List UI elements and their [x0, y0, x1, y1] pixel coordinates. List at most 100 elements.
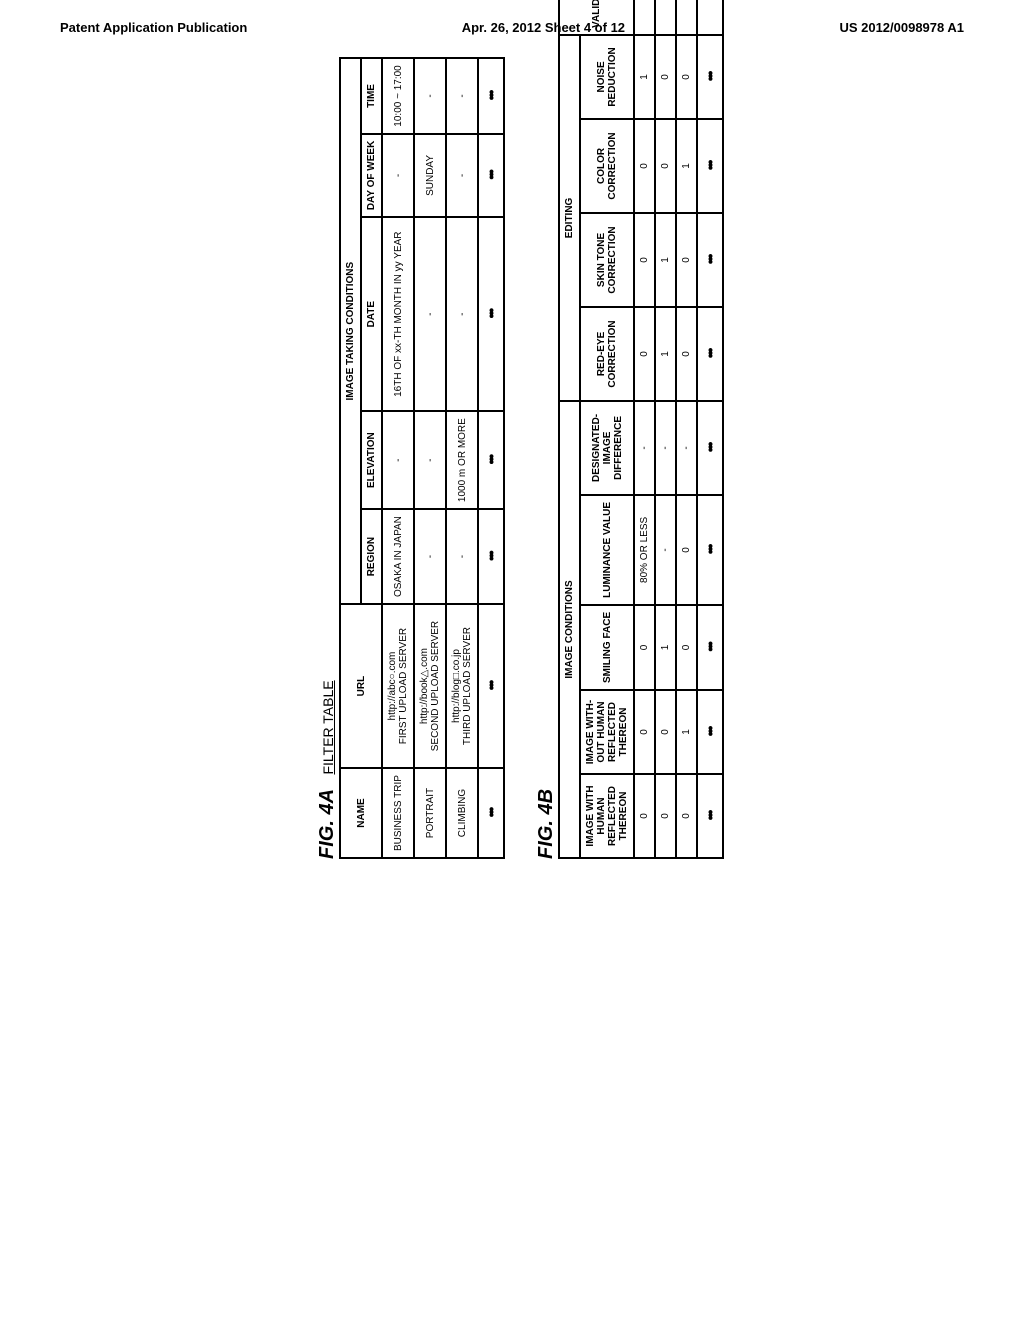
editing-table: IMAGE CONDITIONS EDITING VALID/ INVALID …	[558, 0, 724, 859]
table-subheader-row: IMAGE WITH HUMAN REFLECTED THEREON IMAGE…	[580, 0, 634, 858]
col-designated-img: DESIGNATED-IMAGE DIFFERENCE	[580, 401, 634, 495]
ellipsis-cell: •••	[478, 58, 504, 133]
cell: -	[446, 509, 478, 604]
fig-4b-label: FIG. 4B	[535, 789, 557, 859]
ellipsis-cell: •••	[697, 401, 723, 495]
ellipsis-cell: •••	[478, 411, 504, 509]
cell: 0	[676, 774, 697, 858]
col-skin-tone: SKIN TONE CORRECTION	[580, 213, 634, 307]
col-time: TIME	[361, 58, 382, 133]
cell: -	[655, 401, 676, 495]
cell: -	[414, 509, 446, 604]
col-color-correction: COLOR CORRECTION	[580, 119, 634, 213]
cell: 80% OR LESS	[634, 495, 655, 605]
table-row: 0 0 0 80% OR LESS - 0 0 0 1 1	[634, 0, 655, 858]
cell: 0	[634, 213, 655, 307]
ellipsis-cell: •••	[697, 690, 723, 774]
cell: -	[446, 217, 478, 411]
cell: PORTRAIT	[414, 768, 446, 858]
cell: http://blog□.co.jp THIRD UPLOAD SERVER	[446, 604, 478, 768]
cell: 0	[634, 307, 655, 401]
cell: 0	[634, 690, 655, 774]
cell: 0	[676, 605, 697, 690]
col-luminance: LUMINANCE VALUE	[580, 495, 634, 605]
cell: 0	[676, 307, 697, 401]
col-image-taking: IMAGE TAKING CONDITIONS	[340, 58, 361, 604]
header-right: US 2012/0098978 A1	[839, 20, 964, 35]
ellipsis-cell: •••	[697, 774, 723, 858]
ellipsis-cell: •••	[478, 768, 504, 858]
cell: -	[414, 411, 446, 509]
col-image-conditions: IMAGE CONDITIONS	[559, 401, 580, 858]
cell: -	[446, 134, 478, 217]
cell: -	[382, 134, 414, 217]
col-region: REGION	[361, 509, 382, 604]
filter-table-title: FILTER TABLE	[320, 680, 336, 774]
col-img-without-human: IMAGE WITH-OUT HUMAN REFLECTED THEREON	[580, 690, 634, 774]
col-valid-invalid: VALID/ INVALID	[559, 0, 634, 35]
ellipsis-cell: •••	[697, 605, 723, 690]
cell: 0	[655, 690, 676, 774]
cell: 0	[655, 119, 676, 213]
cell: -	[634, 401, 655, 495]
fig-4a-block: FIG. 4A FILTER TABLE NAME URL IMAGE TAKI…	[316, 0, 505, 859]
cell: 1	[655, 307, 676, 401]
cell: 0	[634, 774, 655, 858]
col-dayofweek: DAY OF WEEK	[361, 134, 382, 217]
table-row: CLIMBING http://blog□.co.jp THIRD UPLOAD…	[446, 58, 478, 858]
cell: 0	[676, 35, 697, 119]
cell: 1	[655, 213, 676, 307]
col-name: NAME	[340, 768, 382, 858]
cell: 10:00 ~ 17:00	[382, 58, 414, 133]
cell: BUSINESS TRIP	[382, 768, 414, 858]
ellipsis-cell: •••	[478, 134, 504, 217]
cell: 0	[655, 0, 676, 35]
cell: 0	[655, 35, 676, 119]
col-url: URL	[340, 604, 382, 768]
ellipsis-cell: •••	[697, 119, 723, 213]
cell: -	[414, 58, 446, 133]
col-noise-reduction: NOISE REDUCTION	[580, 35, 634, 119]
ellipsis-cell: •••	[697, 213, 723, 307]
cell: 1	[655, 605, 676, 690]
col-img-with-human: IMAGE WITH HUMAN REFLECTED THEREON	[580, 774, 634, 858]
cell: 1	[634, 35, 655, 119]
cell: -	[382, 411, 414, 509]
cell: 0	[676, 0, 697, 35]
table-row: PORTRAIT http://book△.com SECOND UPLOAD …	[414, 58, 446, 858]
cell: http://book△.com SECOND UPLOAD SERVER	[414, 604, 446, 768]
ellipsis-cell: •••	[697, 307, 723, 401]
cell: -	[676, 401, 697, 495]
ellipsis-cell: •••	[478, 217, 504, 411]
table-row: 0 0 1 - - 1 1 0 0 0	[655, 0, 676, 858]
header-left: Patent Application Publication	[60, 20, 247, 35]
ellipsis-cell: •••	[697, 0, 723, 35]
fig-4b-block: FIG. 4B IMAGE CONDITIONS EDITING VALID/ …	[535, 0, 724, 859]
filter-table: NAME URL IMAGE TAKING CONDITIONS REGION …	[339, 57, 505, 859]
col-editing: EDITING	[559, 35, 580, 401]
cell: -	[446, 58, 478, 133]
table-row: BUSINESS TRIP http://abc○.com FIRST UPLO…	[382, 58, 414, 858]
cell: CLIMBING	[446, 768, 478, 858]
cell: 0	[634, 119, 655, 213]
ellipsis-cell: •••	[697, 495, 723, 605]
cell: -	[655, 495, 676, 605]
ellipsis-cell: •••	[478, 604, 504, 768]
table-row: 0 1 0 0 - 0 0 1 0 0	[676, 0, 697, 858]
col-red-eye: RED-EYE CORRECTION	[580, 307, 634, 401]
cell: 16TH OF xx-TH MONTH IN yy YEAR	[382, 217, 414, 411]
cell: 1	[676, 119, 697, 213]
table-header-row: NAME URL IMAGE TAKING CONDITIONS	[340, 58, 361, 858]
cell: 1	[676, 690, 697, 774]
table-header-row: IMAGE CONDITIONS EDITING VALID/ INVALID	[559, 0, 580, 858]
ellipsis-cell: •••	[697, 35, 723, 119]
cell: OSAKA IN JAPAN	[382, 509, 414, 604]
cell: 1000 m OR MORE	[446, 411, 478, 509]
cell: http://abc○.com FIRST UPLOAD SERVER	[382, 604, 414, 768]
cell: 0	[634, 605, 655, 690]
cell: -	[414, 217, 446, 411]
table-ellipsis-row: ••• ••• ••• ••• ••• ••• •••	[478, 58, 504, 858]
cell: 0	[676, 495, 697, 605]
col-smiling-face: SMILING FACE	[580, 605, 634, 690]
rotated-figure-content: FIG. 4A FILTER TABLE NAME URL IMAGE TAKI…	[316, 0, 724, 859]
